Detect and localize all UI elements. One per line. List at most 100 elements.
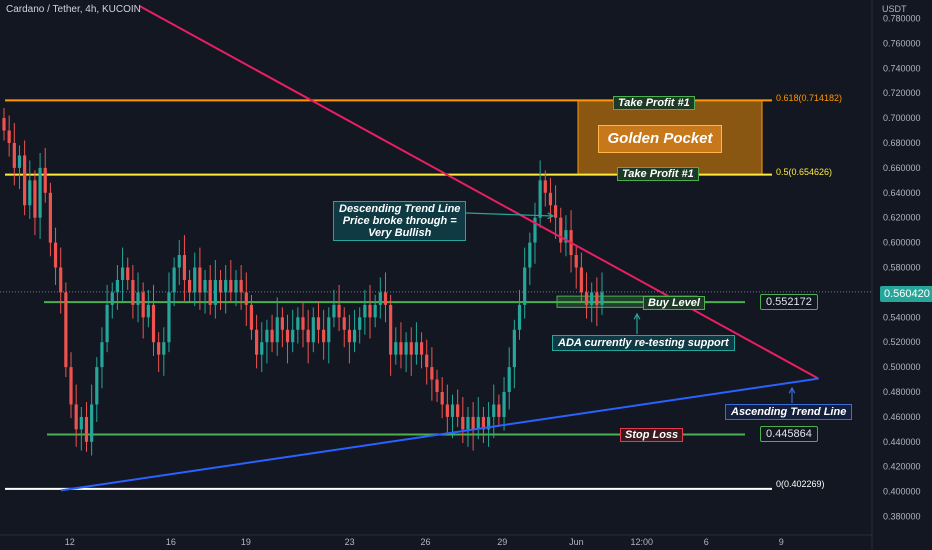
candle-body-72 (373, 304, 377, 318)
candle-body-86 (445, 404, 449, 417)
candle-body-103 (533, 217, 537, 243)
candle-body-71 (368, 304, 372, 318)
candle-body-84 (435, 379, 439, 393)
candle-body-74 (383, 292, 388, 305)
candle-body-111 (574, 255, 578, 268)
candle-body-10 (53, 242, 58, 268)
price-tick-3: 0.720000 (883, 88, 921, 98)
price-tick-12: 0.540000 (883, 312, 921, 322)
price-tick-19: 0.400000 (883, 487, 921, 497)
candle-body-20 (105, 304, 109, 343)
candle-body-15 (79, 416, 83, 430)
current-price-box: 0.560420 (880, 286, 932, 302)
candle-body-93 (481, 416, 486, 430)
candle-body-109 (564, 230, 568, 243)
candle-body-57 (296, 317, 300, 330)
candle-body-100 (517, 304, 522, 330)
candle-body-33 (172, 267, 176, 293)
candle-body-80 (414, 342, 419, 355)
price-tick-9: 0.600000 (883, 238, 921, 248)
fib-0-label: 0(0.402269) (776, 479, 825, 489)
time-tick-9: 9 (779, 537, 784, 547)
candle-body-70 (363, 304, 367, 318)
candle-body-87 (450, 404, 455, 417)
time-tick-8: 6 (704, 537, 709, 547)
price-tick-7: 0.640000 (883, 188, 921, 198)
candle-body-81 (419, 342, 424, 355)
candle-body-1 (7, 130, 11, 143)
time-tick-4: 26 (421, 537, 431, 547)
candle-body-45 (234, 279, 238, 293)
candle-body-108 (559, 217, 563, 243)
candle-body-115 (595, 292, 599, 305)
candle-body-83 (430, 367, 434, 380)
candle-body-48 (249, 304, 254, 330)
buy-price-box: 0.552172 (760, 294, 818, 310)
candle-body-2 (12, 142, 16, 168)
candle-body-11 (59, 267, 63, 293)
candle-body-60 (311, 317, 315, 343)
candle-body-89 (461, 416, 465, 430)
take-profit-bottom-label: Take Profit #1 (617, 167, 699, 181)
candle-body-69 (358, 317, 362, 330)
price-tick-15: 0.480000 (883, 387, 921, 397)
candle-body-21 (110, 292, 114, 305)
candle-body-34 (177, 255, 181, 268)
candle-body-107 (554, 205, 558, 218)
candle-body-22 (115, 279, 120, 293)
candle-body-50 (260, 342, 264, 355)
ascending-note-arrow-head (788, 386, 796, 394)
price-tick-0: 0.780000 (883, 13, 921, 23)
candle-body-55 (285, 329, 290, 343)
candle-body-25 (131, 279, 135, 305)
candle-body-4 (23, 155, 27, 206)
price-tick-8: 0.620000 (883, 213, 921, 223)
candle-body-30 (157, 342, 161, 355)
retest-note: ADA currently re-testing support (552, 335, 735, 351)
candle-body-40 (208, 279, 212, 305)
candle-body-51 (265, 329, 269, 343)
candle-body-61 (316, 317, 321, 330)
descending-trend-line (139, 5, 820, 380)
candle-body-105 (543, 180, 547, 193)
time-tick-2: 19 (241, 537, 251, 547)
candle-body-8 (43, 167, 47, 193)
candle-body-62 (322, 329, 326, 343)
candle-body-67 (347, 329, 351, 343)
descending-note-arrow (465, 212, 554, 217)
candle-body-116 (600, 292, 604, 305)
candle-body-97 (502, 392, 506, 417)
candle-body-98 (507, 367, 511, 393)
candle-body-63 (327, 317, 331, 343)
price-tick-2: 0.740000 (883, 63, 921, 73)
price-tick-5: 0.680000 (883, 138, 921, 148)
candle-body-113 (584, 292, 589, 305)
candle-body-17 (90, 404, 94, 442)
fib-50-label: 0.5(0.654626) (776, 167, 833, 177)
price-tick-1: 0.760000 (883, 38, 921, 48)
candle-body-36 (187, 279, 192, 293)
price-tick-18: 0.420000 (883, 462, 921, 472)
currency-label: USDT (882, 4, 907, 14)
candle-body-54 (280, 317, 284, 330)
candle-body-7 (38, 167, 42, 218)
candle-body-68 (352, 329, 357, 343)
candle-body-47 (244, 292, 248, 305)
take-profit-top-label: Take Profit #1 (613, 96, 695, 110)
candle-body-26 (136, 292, 140, 305)
candle-body-23 (120, 267, 125, 280)
time-tick-6: Jun (569, 537, 584, 547)
candle-body-106 (548, 192, 553, 206)
candle-body-64 (332, 304, 336, 318)
candle-body-37 (193, 267, 197, 293)
symbol-title: Cardano / Tether, 4h, KUCOIN (6, 4, 141, 15)
candle-body-101 (523, 267, 527, 305)
retest-note-arrow-head (633, 312, 641, 320)
candle-body-95 (492, 404, 496, 417)
candle-body-41 (213, 279, 217, 305)
candle-body-9 (48, 192, 52, 243)
candle-body-43 (224, 279, 228, 293)
candle-body-29 (151, 304, 156, 343)
